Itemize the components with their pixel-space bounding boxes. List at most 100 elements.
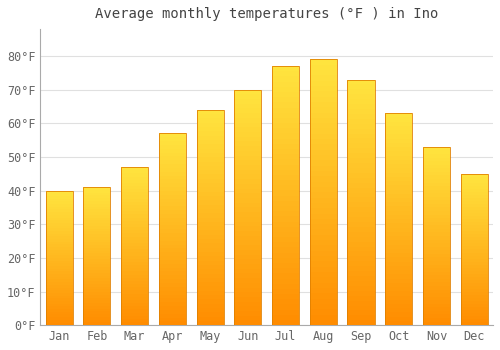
Bar: [196, 114, 224, 118]
Bar: [385, 143, 412, 147]
Bar: [46, 301, 73, 304]
Bar: [272, 149, 299, 154]
Bar: [234, 113, 262, 118]
Bar: [196, 187, 224, 192]
Bar: [310, 160, 337, 166]
Bar: [46, 285, 73, 287]
Bar: [272, 92, 299, 97]
Bar: [460, 174, 488, 177]
Bar: [348, 281, 374, 286]
Bar: [121, 249, 148, 252]
Bar: [159, 133, 186, 137]
Bar: [46, 296, 73, 298]
Bar: [159, 321, 186, 325]
Bar: [159, 225, 186, 229]
Bar: [460, 201, 488, 204]
Bar: [460, 265, 488, 268]
Bar: [196, 213, 224, 217]
Bar: [272, 216, 299, 222]
Bar: [460, 222, 488, 225]
Bar: [348, 94, 374, 99]
Bar: [460, 177, 488, 180]
Bar: [196, 179, 224, 183]
Bar: [196, 110, 224, 114]
Bar: [348, 271, 374, 276]
Bar: [423, 243, 450, 247]
Bar: [46, 191, 73, 325]
Bar: [84, 295, 110, 298]
Bar: [159, 256, 186, 260]
Bar: [423, 307, 450, 311]
Bar: [196, 278, 224, 282]
Bar: [272, 222, 299, 227]
Bar: [121, 262, 148, 265]
Bar: [159, 314, 186, 317]
Bar: [196, 110, 224, 325]
Bar: [159, 133, 186, 325]
Bar: [46, 209, 73, 212]
Bar: [159, 141, 186, 145]
Bar: [196, 166, 224, 170]
Bar: [159, 195, 186, 198]
Bar: [234, 250, 262, 254]
Bar: [84, 284, 110, 287]
Bar: [460, 319, 488, 322]
Bar: [234, 269, 262, 273]
Bar: [272, 144, 299, 149]
Bar: [460, 192, 488, 195]
Bar: [234, 160, 262, 165]
Bar: [46, 207, 73, 209]
Bar: [84, 281, 110, 284]
Bar: [84, 212, 110, 215]
Bar: [460, 252, 488, 256]
Bar: [234, 259, 262, 264]
Bar: [423, 200, 450, 204]
Bar: [159, 187, 186, 191]
Bar: [272, 66, 299, 71]
Bar: [460, 195, 488, 198]
Bar: [84, 253, 110, 256]
Bar: [234, 104, 262, 108]
Bar: [159, 156, 186, 160]
Bar: [159, 160, 186, 164]
Bar: [348, 139, 374, 143]
Bar: [272, 164, 299, 170]
Bar: [423, 150, 450, 154]
Bar: [84, 278, 110, 281]
Bar: [310, 139, 337, 145]
Bar: [272, 97, 299, 102]
Bar: [272, 201, 299, 206]
Bar: [460, 186, 488, 189]
Bar: [84, 198, 110, 201]
Bar: [234, 198, 262, 203]
Bar: [234, 273, 262, 278]
Bar: [196, 205, 224, 209]
Bar: [234, 208, 262, 212]
Bar: [423, 158, 450, 161]
Bar: [310, 171, 337, 176]
Bar: [234, 283, 262, 287]
Bar: [234, 287, 262, 292]
Bar: [234, 146, 262, 151]
Bar: [121, 300, 148, 303]
Bar: [234, 170, 262, 174]
Bar: [460, 259, 488, 261]
Bar: [423, 208, 450, 211]
Bar: [348, 168, 374, 173]
Bar: [348, 310, 374, 315]
Bar: [121, 243, 148, 246]
Bar: [46, 212, 73, 215]
Bar: [84, 223, 110, 226]
Bar: [423, 250, 450, 254]
Bar: [159, 275, 186, 279]
Bar: [423, 261, 450, 265]
Bar: [234, 297, 262, 302]
Bar: [84, 245, 110, 248]
Bar: [348, 183, 374, 188]
Bar: [159, 210, 186, 214]
Bar: [423, 222, 450, 225]
Bar: [348, 109, 374, 114]
Bar: [121, 246, 148, 249]
Bar: [84, 204, 110, 206]
Bar: [310, 283, 337, 288]
